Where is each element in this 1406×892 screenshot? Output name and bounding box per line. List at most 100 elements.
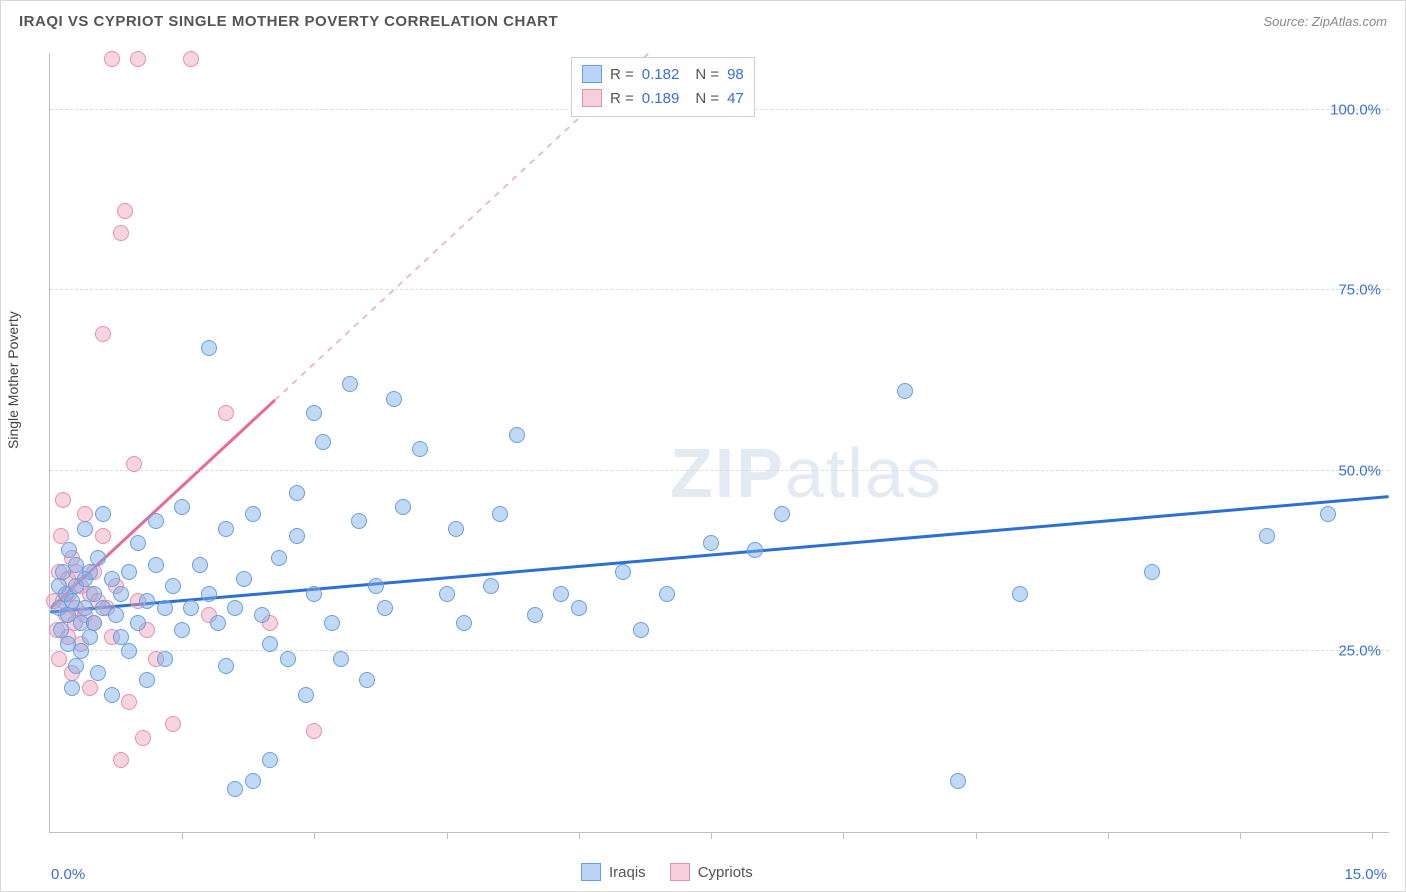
data-point bbox=[82, 680, 98, 696]
data-point bbox=[333, 651, 349, 667]
data-point bbox=[77, 600, 93, 616]
data-point bbox=[183, 51, 199, 67]
data-point bbox=[183, 600, 199, 616]
x-tick bbox=[447, 832, 448, 839]
data-point bbox=[395, 499, 411, 515]
data-point bbox=[201, 340, 217, 356]
plot-area: ZIPatlas 25.0%50.0%75.0%100.0% bbox=[49, 53, 1389, 833]
data-point bbox=[165, 716, 181, 732]
data-point bbox=[64, 680, 80, 696]
stats-row-a: R = 0.182 N = 98 bbox=[582, 62, 744, 86]
bottom-legend: Iraqis Cypriots bbox=[581, 863, 753, 881]
data-point bbox=[1320, 506, 1336, 522]
data-point bbox=[492, 506, 508, 522]
x-tick bbox=[1108, 832, 1109, 839]
data-point bbox=[113, 752, 129, 768]
data-point bbox=[306, 586, 322, 602]
gridline bbox=[50, 289, 1389, 290]
swatch-b-icon bbox=[582, 89, 602, 107]
data-point bbox=[121, 643, 137, 659]
data-point bbox=[174, 622, 190, 638]
data-point bbox=[108, 607, 124, 623]
x-tick bbox=[579, 832, 580, 839]
data-point bbox=[289, 485, 305, 501]
gridline bbox=[50, 470, 1389, 471]
data-point bbox=[130, 535, 146, 551]
data-point bbox=[135, 730, 151, 746]
data-point bbox=[1012, 586, 1028, 602]
stats-box: R = 0.182 N = 98 R = 0.189 N = 47 bbox=[571, 57, 755, 117]
data-point bbox=[615, 564, 631, 580]
data-point bbox=[121, 564, 137, 580]
data-point bbox=[51, 651, 67, 667]
data-point bbox=[386, 391, 402, 407]
chart-title: IRAQI VS CYPRIOT SINGLE MOTHER POVERTY C… bbox=[19, 13, 558, 30]
x-tick bbox=[1240, 832, 1241, 839]
y-tick-label: 75.0% bbox=[1338, 282, 1381, 299]
data-point bbox=[324, 615, 340, 631]
data-point bbox=[95, 528, 111, 544]
n-value-b: 47 bbox=[727, 90, 744, 107]
y-axis-label: Single Mother Poverty bbox=[5, 311, 21, 449]
data-point bbox=[747, 542, 763, 558]
data-point bbox=[113, 629, 129, 645]
data-point bbox=[90, 550, 106, 566]
x-max-label: 15.0% bbox=[1344, 866, 1387, 883]
data-point bbox=[201, 586, 217, 602]
data-point bbox=[262, 636, 278, 652]
data-point bbox=[456, 615, 472, 631]
x-tick bbox=[314, 832, 315, 839]
data-point bbox=[165, 578, 181, 594]
data-point bbox=[130, 51, 146, 67]
data-point bbox=[306, 723, 322, 739]
data-point bbox=[113, 225, 129, 241]
data-point bbox=[104, 687, 120, 703]
source-label: Source: ZipAtlas.com bbox=[1263, 14, 1387, 29]
data-point bbox=[306, 405, 322, 421]
data-point bbox=[130, 615, 146, 631]
data-point bbox=[82, 564, 98, 580]
data-point bbox=[262, 752, 278, 768]
x-tick bbox=[976, 832, 977, 839]
data-point bbox=[174, 499, 190, 515]
r-value-a: 0.182 bbox=[642, 66, 680, 83]
data-point bbox=[95, 326, 111, 342]
data-point bbox=[68, 658, 84, 674]
data-point bbox=[121, 694, 137, 710]
r-label-b: R = bbox=[610, 90, 634, 107]
chart-container: IRAQI VS CYPRIOT SINGLE MOTHER POVERTY C… bbox=[0, 0, 1406, 892]
swatch-a-icon bbox=[582, 65, 602, 83]
data-point bbox=[77, 521, 93, 537]
x-tick bbox=[711, 832, 712, 839]
y-tick-label: 50.0% bbox=[1338, 462, 1381, 479]
data-point bbox=[148, 557, 164, 573]
data-point bbox=[104, 571, 120, 587]
data-point bbox=[218, 658, 234, 674]
data-point bbox=[95, 506, 111, 522]
data-point bbox=[86, 615, 102, 631]
data-point bbox=[633, 622, 649, 638]
data-point bbox=[227, 600, 243, 616]
data-point bbox=[897, 383, 913, 399]
data-point bbox=[139, 672, 155, 688]
legend-swatch-a-icon bbox=[581, 863, 601, 881]
trend-lines bbox=[50, 53, 1389, 832]
data-point bbox=[82, 629, 98, 645]
x-tick bbox=[1372, 832, 1373, 839]
data-point bbox=[210, 615, 226, 631]
n-label-b: N = bbox=[695, 90, 719, 107]
n-value-a: 98 bbox=[727, 66, 744, 83]
data-point bbox=[227, 781, 243, 797]
r-label-a: R = bbox=[610, 66, 634, 83]
stats-row-b: R = 0.189 N = 47 bbox=[582, 86, 744, 110]
x-tick bbox=[843, 832, 844, 839]
data-point bbox=[254, 607, 270, 623]
x-origin-label: 0.0% bbox=[51, 866, 85, 883]
data-point bbox=[950, 773, 966, 789]
data-point bbox=[483, 578, 499, 594]
y-tick-label: 100.0% bbox=[1330, 101, 1381, 118]
r-value-b: 0.189 bbox=[642, 90, 680, 107]
data-point bbox=[157, 651, 173, 667]
data-point bbox=[412, 441, 428, 457]
data-point bbox=[90, 665, 106, 681]
